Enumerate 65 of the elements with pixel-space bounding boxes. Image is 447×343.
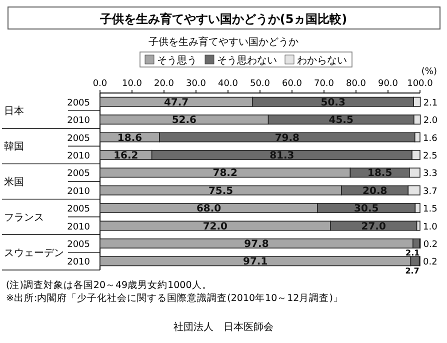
x-tick-label: 80.0 bbox=[346, 79, 366, 89]
legend-label: そう思う bbox=[157, 56, 197, 66]
data-label: 2.5 bbox=[423, 151, 438, 162]
text: フランス bbox=[4, 212, 44, 224]
y-tick-label: 2010 bbox=[67, 151, 90, 162]
data-label: 52.6 bbox=[172, 115, 197, 126]
x-tick-label: 30.0 bbox=[186, 79, 206, 89]
data-label: 2.7 bbox=[405, 266, 420, 276]
data-label: 18.5 bbox=[367, 168, 392, 180]
data-label: 79.8 bbox=[274, 132, 300, 144]
data-label: 27.0 bbox=[361, 221, 386, 232]
data-label: 68.0 bbox=[196, 204, 222, 215]
y-tick-label: 2005 bbox=[67, 240, 90, 250]
y-tick-label: 2010 bbox=[67, 116, 90, 126]
text: 日本 bbox=[4, 105, 24, 118]
y-tick-label: 2005 bbox=[67, 169, 90, 180]
data-label: 16.2 bbox=[114, 150, 138, 162]
text: 社団法人 日本医師会 bbox=[174, 321, 274, 333]
data-label: 47.7 bbox=[164, 97, 189, 108]
data-label: 3.3 bbox=[423, 169, 438, 180]
data-label: 75.5 bbox=[208, 186, 234, 197]
legend-label: わからない bbox=[297, 56, 347, 66]
text: ※出所:内閣府「少子化社会に関する国際意識調査(2010年10～12月調査)」 bbox=[6, 292, 343, 304]
text: (注)調査対象は各国20～49歳男女約1000人。 bbox=[6, 279, 212, 291]
data-label: 2.1 bbox=[423, 98, 438, 108]
chart-title: 子供を生み育てやすい国かどうか(5ヵ国比較) bbox=[98, 12, 348, 26]
x-tick-label: 100.0 bbox=[407, 79, 434, 89]
data-label: 18.6 bbox=[117, 132, 142, 144]
y-tick-label: 2010 bbox=[67, 258, 90, 268]
x-tick-label: 0.0 bbox=[92, 79, 108, 89]
y-tick-label: 2005 bbox=[67, 204, 90, 215]
data-label: 45.5 bbox=[328, 115, 354, 126]
data-label: 30.5 bbox=[354, 204, 379, 215]
text: 米国 bbox=[4, 176, 24, 188]
y-tick-label: 2005 bbox=[67, 134, 90, 144]
x-tick-label: 90.0 bbox=[378, 79, 398, 89]
x-tick-label: 20.0 bbox=[154, 79, 174, 89]
data-label: 0.2 bbox=[423, 240, 438, 250]
text: 韓国 bbox=[4, 140, 24, 153]
data-label: 3.7 bbox=[423, 186, 438, 197]
x-tick-label: 10.0 bbox=[122, 79, 142, 89]
data-label: 72.0 bbox=[202, 221, 228, 232]
chart-subtitle: 子供を生み育てやすい国かどうか bbox=[148, 36, 298, 48]
data-label: 78.2 bbox=[212, 168, 238, 180]
data-label: 2.1 bbox=[406, 248, 420, 258]
x-tick-label: 40.0 bbox=[218, 79, 238, 89]
y-tick-label: 2005 bbox=[67, 98, 90, 108]
data-label: 97.1 bbox=[243, 256, 268, 268]
x-tick-label: 70.0 bbox=[314, 79, 334, 89]
legend-label: そう思わない bbox=[217, 56, 277, 66]
data-label: 1.0 bbox=[423, 222, 438, 232]
data-label: 0.2 bbox=[423, 258, 438, 268]
x-tick-label: 60.0 bbox=[282, 79, 302, 89]
data-label: 97.8 bbox=[244, 238, 269, 250]
data-label: 2.0 bbox=[423, 116, 438, 126]
x-axis-title: (%) bbox=[421, 67, 437, 77]
data-label: 50.3 bbox=[320, 97, 346, 108]
y-tick-label: 2010 bbox=[67, 222, 90, 232]
data-label: 20.8 bbox=[362, 186, 388, 197]
data-label: 1.6 bbox=[423, 134, 438, 144]
data-label: 1.5 bbox=[423, 204, 438, 215]
data-label: 81.3 bbox=[270, 150, 294, 162]
x-tick-label: 50.0 bbox=[250, 79, 270, 89]
text: スウェーデン bbox=[4, 248, 64, 259]
y-tick-label: 2010 bbox=[67, 186, 90, 197]
